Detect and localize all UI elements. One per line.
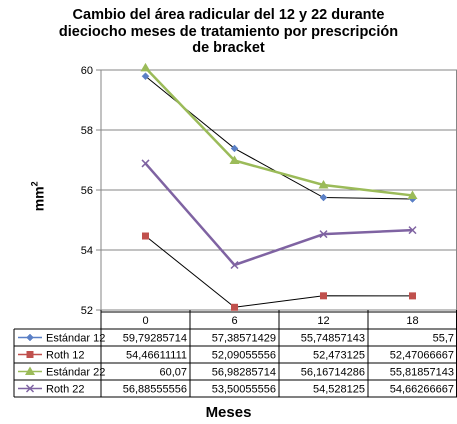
x-tick-label: 12: [317, 315, 329, 327]
chart-title: Cambio del área radicular del 12 y 22 du…: [0, 7, 457, 57]
data-label: 60,07: [159, 367, 187, 379]
y-tick-label: 56: [81, 185, 93, 197]
data-label: 53,50055556: [212, 384, 276, 396]
data-point-1-2: [320, 292, 327, 300]
y-tick-label: 58: [81, 125, 93, 137]
data-label: 52,473125: [313, 350, 365, 362]
data-point-2-2: [318, 179, 329, 189]
data-label: 56,98285714: [212, 367, 276, 379]
data-label: 56,16714286: [301, 367, 365, 379]
legend-key-marker: [25, 384, 35, 393]
data-label: 52,47066667: [390, 350, 454, 362]
data-point-1-0: [142, 232, 149, 240]
series-line-3: [144, 162, 413, 267]
y-axis-label-wrap: mm2: [18, 181, 48, 228]
chart-title-line-1: Cambio del área radicular del 12 y 22 du…: [72, 7, 385, 23]
chart-title-line-2: dieciocho meses de tratamiento por presc…: [58, 23, 399, 40]
data-label: 57,38571429: [212, 333, 276, 345]
data-point-2-1: [229, 155, 240, 165]
x-tick-label: 6: [231, 315, 237, 327]
data-point-0-1: [230, 144, 239, 153]
data-point-3-2: [319, 230, 328, 239]
data-label: 55,74857143: [301, 333, 365, 345]
data-point-2-3: [407, 190, 418, 199]
data-point-2-0: [140, 62, 151, 72]
series-line-2: [144, 67, 413, 197]
x-axis-label: Meses: [205, 404, 252, 421]
data-point-3-0: [141, 159, 150, 168]
y-tick-label: 60: [81, 65, 93, 77]
series-line-0: [145, 75, 413, 200]
legend-series-name: Estándar 12: [46, 333, 105, 345]
data-label: 54,528125: [313, 384, 365, 396]
data-point-3-1: [230, 260, 239, 270]
x-tick-label: 18: [406, 315, 418, 327]
legend-key-marker: [26, 351, 34, 358]
data-point-0-2: [319, 193, 328, 202]
y-tick-label: 52: [81, 305, 93, 317]
legend-series-name: Roth 12: [46, 350, 85, 362]
legend-series-name: Estándar 22: [46, 367, 105, 379]
data-point-3-3: [408, 226, 417, 235]
legend-key-marker: [25, 366, 35, 375]
legend-key-marker: [26, 333, 34, 342]
x-tick-label: 0: [142, 315, 148, 327]
data-point-1-1: [231, 303, 238, 311]
y-axis-label-superscript: 2: [29, 181, 40, 187]
y-axis-label: mm2: [30, 176, 47, 216]
y-axis-label-unit: mm: [30, 186, 47, 212]
legend-series-name: Roth 22: [46, 384, 85, 396]
chart-title-line-3: de bracket: [192, 40, 265, 56]
data-label: 56,88555556: [123, 384, 187, 396]
data-label: 54,46611111: [126, 350, 187, 362]
data-point-0-0: [141, 72, 150, 81]
data-label: 59,79285714: [123, 333, 187, 345]
data-label: 55,7: [433, 333, 454, 345]
data-label: 52,09055556: [212, 350, 276, 362]
data-label: 54,66266667: [390, 384, 454, 396]
data-point-1-3: [409, 292, 416, 300]
series-line-1: [145, 235, 413, 308]
data-label: 55,81857143: [390, 367, 454, 379]
y-tick-label: 54: [81, 245, 93, 257]
